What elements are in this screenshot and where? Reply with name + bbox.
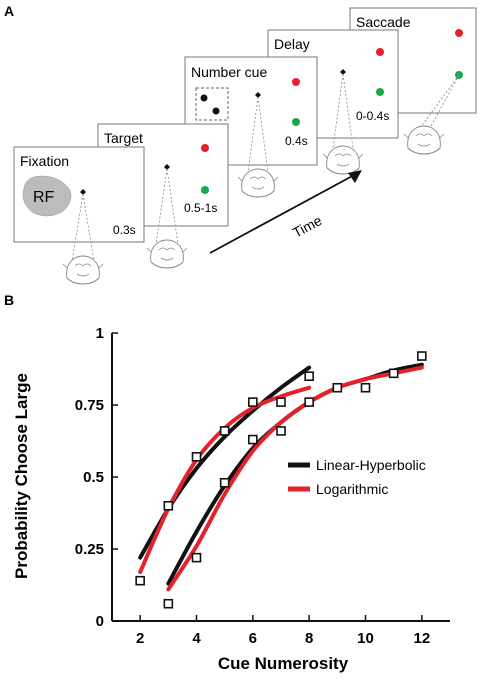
x-tick-label: 8 [305,630,313,647]
frame-fixation-duration: 0.3s [113,223,136,237]
y-axis-label: Probability Choose Large [12,373,31,579]
data-point [219,477,230,488]
chart-axes: 2 4 6 8 10 12 0 0.25 0.5 0.75 1 [75,325,450,647]
data-point [388,368,399,379]
red-target-dot [292,78,300,86]
data-point [332,382,343,393]
logarithmic-fit-line [166,365,424,592]
monkey-head-icon [403,125,445,155]
data-point [248,434,258,445]
frame-delay-duration: 0-0.4s [356,109,389,123]
frame-delay-label: Delay [274,36,310,52]
monkey-head-icon [146,239,188,269]
legend-label: Logarithmic [316,481,388,497]
cue-stimulus-box [195,87,229,121]
y-tick-label: 0.75 [75,397,104,414]
monkey-head-icon [62,255,104,285]
y-tick-label: 0 [96,613,104,630]
data-point [191,452,202,462]
x-tick-label: 2 [136,630,144,647]
y-tick-label: 0.5 [83,469,104,486]
chart-legend: Linear-Hyperbolic Logarithmic [288,457,426,497]
y-tick-label: 0.25 [75,541,104,558]
red-target-dot [455,29,463,37]
cue-dot [212,107,220,115]
red-target-dot [376,48,384,56]
frame-number-cue-duration: 0.4s [285,134,308,148]
x-tick-label: 10 [357,630,374,647]
frame-fixation: Fixation RF 0.3s [13,146,145,285]
fixation-point [255,92,261,98]
frame-target-label: Target [104,130,143,146]
panel-b-label: B [4,292,15,308]
y-tick-label: 1 [96,325,104,342]
frame-target-duration: 0.5-1s [184,201,217,215]
green-target-dot [201,186,209,194]
frame-saccade-label: Saccade [356,14,411,30]
x-axis-label: Cue Numerosity [218,654,349,673]
frame-number-cue-label: Number cue [191,64,267,80]
data-point [163,501,174,511]
data-point [276,426,286,436]
fixation-point [80,189,86,195]
task-schematic: Saccade Delay 0-0.4s Number cue 0.4s [13,7,477,285]
data-point [276,397,286,407]
green-target-dot [376,88,384,96]
data-point [417,351,427,361]
data-point [163,598,174,609]
data-point [135,575,145,586]
data-point [360,382,371,393]
x-tick-label: 4 [192,630,201,647]
data-point [304,371,314,381]
x-tick-label: 12 [413,630,430,647]
linear-hyperbolic-fit-line [166,362,424,586]
cue-dot [200,94,208,102]
monkey-head-icon [237,168,279,198]
monkey-head-icon [322,145,364,175]
legend-label: Linear-Hyperbolic [316,457,426,473]
fixation-point [164,164,170,170]
time-label: Time [290,212,325,241]
green-target-dot [292,118,300,126]
data-point [304,397,314,407]
frame-delay: Delay 0-0.4s [267,29,399,175]
fixation-point [340,69,346,75]
data-points [135,351,427,609]
panel-a-label: A [4,3,15,19]
red-target-dot [201,144,209,152]
time-arrow: Time [209,170,362,254]
x-tick-label: 6 [249,630,257,647]
data-point [248,397,258,407]
receptive-field-shape [22,175,72,217]
data-point [191,552,202,563]
data-point [219,426,230,436]
frame-fixation-label: Fixation [20,153,69,169]
rf-label: RF [33,189,55,206]
